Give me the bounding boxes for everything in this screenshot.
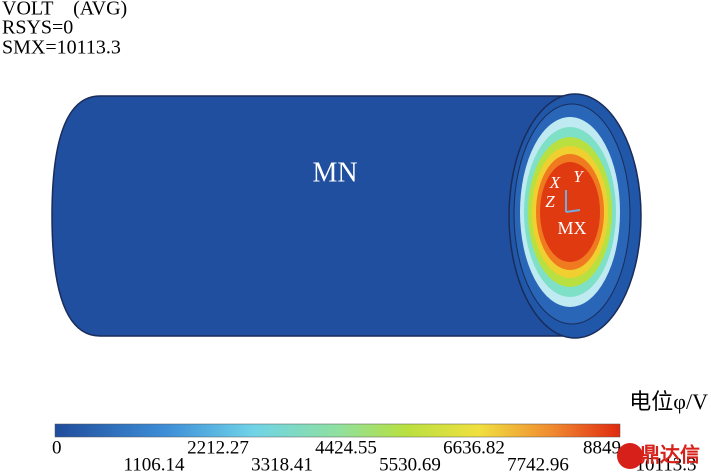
tick-label: 6636.82 [443, 437, 505, 458]
tick-label: 3318.41 [251, 454, 313, 475]
axis-label: Y [573, 167, 584, 186]
axis-label: X [549, 173, 561, 192]
tick-label: 8849 [583, 437, 621, 458]
tick-label: 2212.27 [187, 437, 249, 458]
legend-title: 电位φ/V [629, 389, 708, 414]
header-line: RSYS=0 [2, 17, 73, 39]
cylinder [51, 93, 642, 339]
max-label: MX [557, 218, 586, 238]
color-bar [54, 423, 621, 438]
tick-label: 10113.3 [635, 454, 696, 475]
header-line: SMX=10113.3 [2, 37, 121, 59]
watermark: 鼎达信 [617, 443, 700, 469]
tick-label: 5530.69 [379, 454, 441, 475]
legend-ticks: 0 1106.142212.273318.414424.555530.696636… [52, 437, 697, 475]
tick-label: 7742.96 [507, 454, 569, 475]
axis-label: Z [545, 192, 555, 211]
header-line: VOLT (AVG) [2, 0, 127, 20]
tick-label: 1106.14 [123, 454, 185, 475]
min-label: MN [312, 157, 357, 188]
triad [565, 209, 581, 213]
tick-label: 0 [52, 437, 62, 458]
watermark-text: 鼎达信 [640, 443, 700, 467]
tick-label: 4424.55 [315, 437, 377, 458]
